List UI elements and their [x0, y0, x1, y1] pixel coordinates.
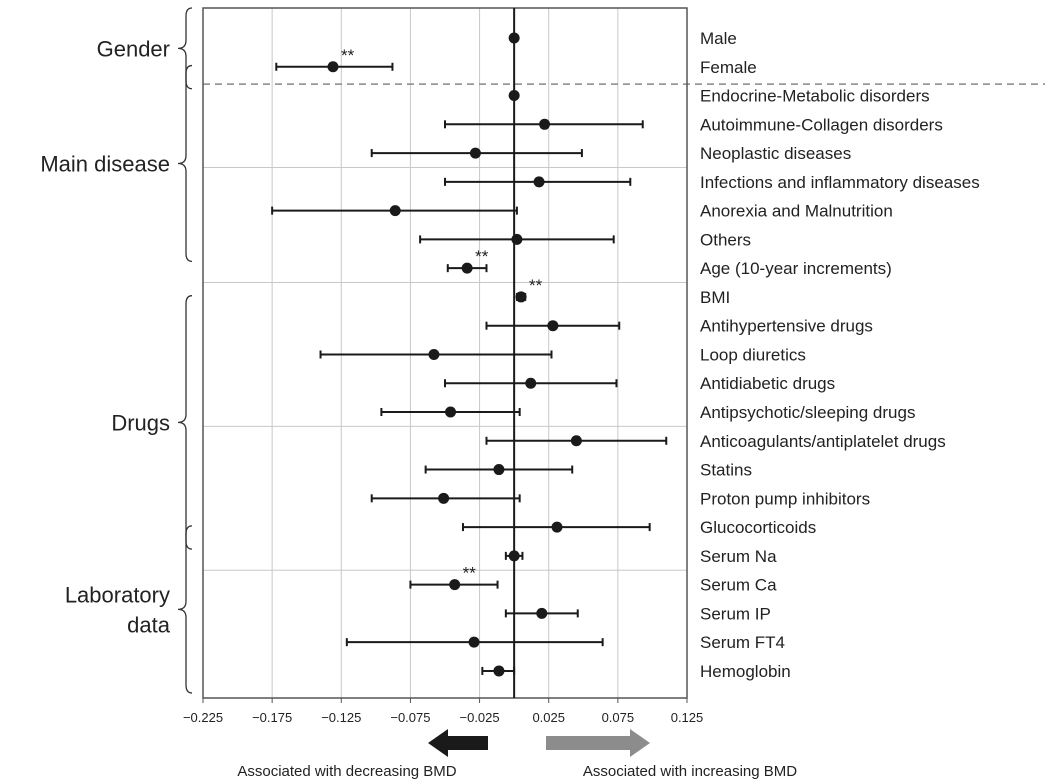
group-label: Laboratory — [65, 582, 170, 607]
row-label: Age (10-year increments) — [700, 259, 892, 278]
group-brace — [177, 7, 193, 90]
estimate-point — [515, 291, 527, 303]
estimate-point — [493, 464, 505, 476]
significance-marker: ** — [463, 564, 477, 583]
estimate-point — [508, 550, 520, 562]
group-label: Gender — [97, 36, 170, 61]
row-label: Infections and inflammatory diseases — [700, 173, 980, 192]
row-label: Serum Ca — [700, 576, 777, 595]
row-label: Loop diuretics — [700, 345, 806, 364]
row-label: Autoimmune-Collagen disorders — [700, 115, 943, 134]
group-brace — [177, 295, 193, 550]
row-label: BMI — [700, 288, 730, 307]
group-brace — [177, 64, 193, 263]
row-label: Endocrine-Metabolic disorders — [700, 87, 930, 106]
estimate-point — [525, 377, 537, 389]
decreasing-arrow-icon — [428, 729, 488, 757]
row-label: Antipsychotic/sleeping drugs — [700, 403, 915, 422]
estimate-point — [511, 233, 523, 245]
x-tick-label: 0.075 — [602, 710, 635, 725]
plot-frame — [202, 7, 688, 699]
estimate-point — [461, 262, 473, 274]
estimate-point — [493, 665, 505, 677]
estimate-point — [468, 636, 480, 648]
x-axis-ticks: −0.225 −0.175 −0.125 −0.075 −0.025 0.025 0.075… — [183, 698, 703, 725]
row-label: Anorexia and Malnutrition — [700, 202, 893, 221]
x-tick-label: −0.075 — [390, 710, 430, 725]
group-label: data — [127, 612, 171, 637]
estimate-point — [389, 205, 401, 217]
legend-label-decreasing: Associated with decreasing BMD — [237, 763, 456, 780]
x-tick-label: −0.125 — [321, 710, 361, 725]
grid-layer — [203, 8, 1045, 698]
row-label: Glucocorticoids — [700, 518, 816, 537]
significance-marker: ** — [529, 276, 543, 295]
group-label: Drugs — [111, 410, 170, 435]
row-label: Proton pump inhibitors — [700, 489, 870, 508]
estimate-point — [539, 118, 551, 130]
estimate-point — [428, 348, 440, 360]
row-label: Neoplastic diseases — [700, 144, 851, 163]
row-label: Serum IP — [700, 604, 771, 623]
significance-marker: ** — [475, 247, 489, 266]
x-tick-label: 0.125 — [671, 710, 704, 725]
row-label: Antidiabetic drugs — [700, 374, 835, 393]
estimate-point — [536, 607, 548, 619]
estimate-point — [551, 521, 563, 533]
estimate-point — [508, 32, 520, 44]
group-label: Main disease — [40, 151, 170, 176]
row-label: Serum Na — [700, 547, 777, 566]
x-tick-label: −0.025 — [460, 710, 500, 725]
estimate-point — [469, 147, 481, 159]
estimate-point — [327, 61, 339, 73]
marks-layer: ** ** ** ** — [271, 32, 668, 677]
row-label: Antihypertensive drugs — [700, 317, 873, 336]
estimate-point — [570, 435, 582, 447]
estimate-point — [445, 406, 457, 418]
significance-marker: ** — [341, 46, 355, 65]
x-tick-label: 0.025 — [532, 710, 565, 725]
increasing-arrow-icon — [546, 729, 650, 757]
estimate-point — [508, 90, 520, 102]
estimate-point — [547, 320, 559, 332]
row-label: Female — [700, 58, 757, 77]
row-label: Others — [700, 230, 751, 249]
estimate-point — [438, 492, 450, 504]
legend-label-increasing: Associated with increasing BMD — [583, 763, 797, 780]
plot-border — [202, 7, 688, 699]
row-label: Statins — [700, 461, 752, 480]
row-label: Hemoglobin — [700, 662, 791, 681]
x-tick-label: −0.225 — [183, 710, 223, 725]
row-labels: Male Female Endocrine-Metabolic disorders A… — [700, 29, 980, 681]
row-label: Male — [700, 29, 737, 48]
x-tick-label: −0.175 — [252, 710, 292, 725]
row-label: Anticoagulants/antiplatelet drugs — [700, 432, 946, 451]
group-labels: Gender Main disease Drugs Laboratory data — [40, 7, 193, 694]
legend: Associated with decreasing BMD Associated… — [237, 729, 797, 780]
group-brace — [177, 525, 193, 694]
estimate-point — [533, 176, 545, 188]
estimate-point — [449, 579, 461, 591]
row-label: Serum FT4 — [700, 633, 785, 652]
